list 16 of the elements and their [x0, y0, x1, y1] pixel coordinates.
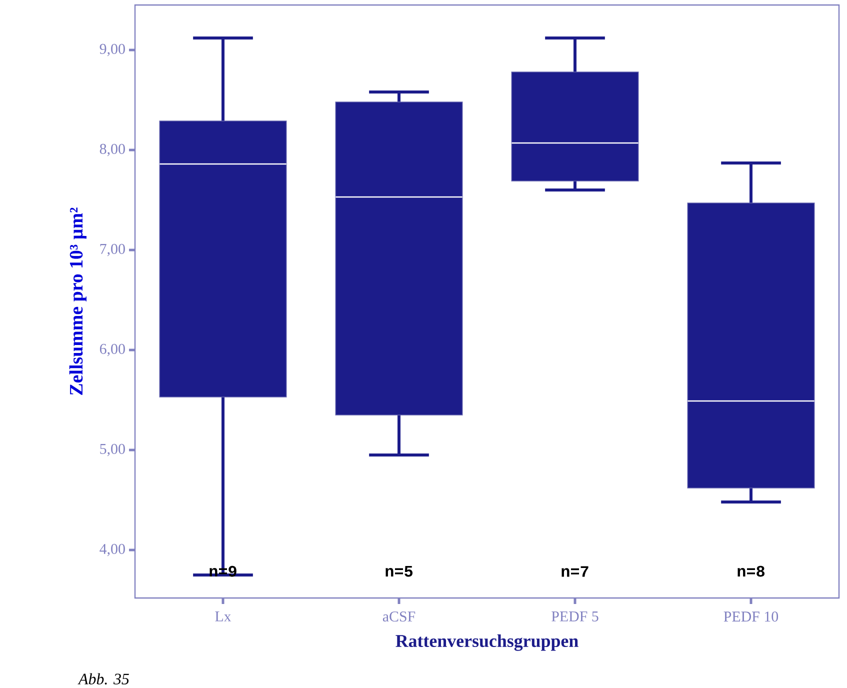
y-tick-label: 6,00 [100, 344, 125, 356]
y-tick-label: 9,00 [100, 44, 125, 56]
annotation: n=7 [562, 566, 588, 577]
y-tick-label: 4,00 [100, 544, 125, 556]
x-axis-title: Rattenversuchsgruppen [396, 634, 578, 651]
y-axis-title: Zellsumme pro 10³ µm² [69, 208, 86, 395]
x-tick-label: PEDF 5 [552, 612, 598, 622]
x-tick-label: PEDF 10 [724, 612, 778, 622]
caption: Abb. 35 [78, 673, 129, 684]
annotation: n=5 [386, 566, 413, 577]
y-tick-label: 7,00 [100, 244, 125, 256]
y-tick-label: 5,00 [100, 444, 125, 456]
x-tick-label: aCSF [382, 612, 416, 622]
y-tick-label: 8,00 [100, 144, 125, 156]
x-tick-label: Lx [215, 612, 232, 622]
annotation: n=8 [738, 566, 764, 577]
